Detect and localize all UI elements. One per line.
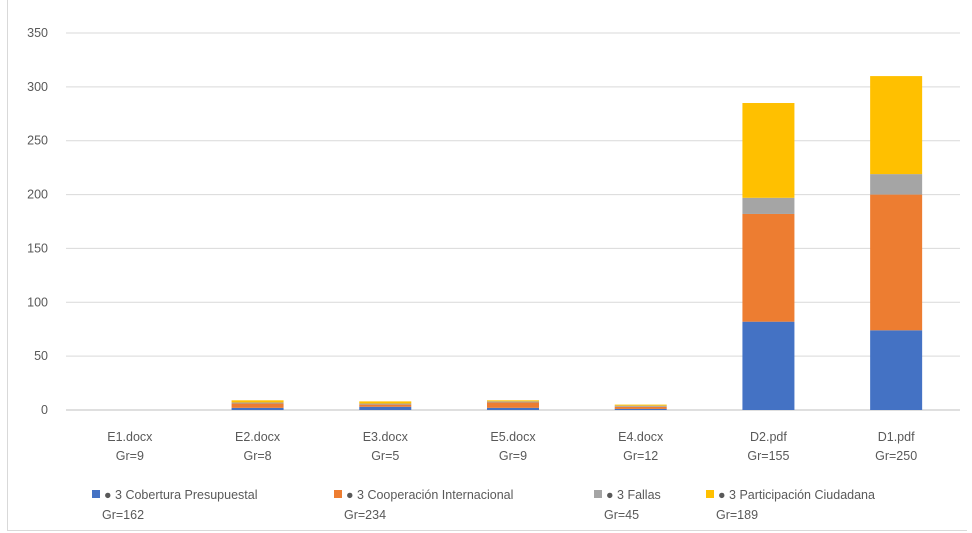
x-tick-sublabel: Gr=250	[875, 449, 917, 463]
legend-swatch-cooperacion	[334, 490, 342, 498]
legend-item-participacion: ● 3 Participación Ciudadana Gr=189	[706, 485, 875, 525]
y-tick-label: 350	[27, 26, 48, 40]
bar-segment	[870, 174, 923, 195]
bar-segment	[359, 401, 412, 404]
bar-segment	[614, 406, 667, 409]
bar-segment	[487, 401, 539, 403]
bar-segment	[487, 402, 539, 408]
x-tick-label: D1.pdf	[878, 430, 915, 444]
y-tick-label: 100	[27, 295, 48, 309]
y-tick-label: 0	[41, 403, 48, 417]
bars	[231, 76, 923, 410]
bar-segment	[614, 404, 667, 406]
x-tick-sublabel: Gr=5	[371, 449, 399, 463]
y-tick-label: 300	[27, 80, 48, 94]
x-tick-sublabel: Gr=8	[244, 449, 272, 463]
legend-label-cobertura: ● 3 Cobertura Presupuestal	[104, 488, 258, 502]
legend-swatch-fallas	[594, 490, 602, 498]
x-tick-label: D2.pdf	[750, 430, 787, 444]
legend-label-cooperacion: ● 3 Cooperación Internacional	[346, 488, 514, 502]
y-tick-label: 200	[27, 188, 48, 202]
bar-segment	[359, 404, 412, 407]
x-tick-sublabel: Gr=12	[623, 449, 658, 463]
x-tick-sublabel: Gr=9	[499, 449, 527, 463]
bar-segment	[487, 400, 539, 402]
legend-sub-participacion: Gr=189	[716, 508, 759, 522]
legend-label-participacion: ● 3 Participación Ciudadana	[718, 488, 875, 502]
bar-segment	[614, 408, 667, 410]
x-tick-label: E2.docx	[235, 430, 281, 444]
bar-segment	[870, 194, 923, 331]
bar-segment	[231, 400, 284, 403]
legend-sub-fallas: Gr=45	[604, 508, 640, 522]
y-tick-label: 150	[27, 241, 48, 255]
legend-sub-cooperacion: Gr=234	[344, 508, 387, 522]
bar-segment	[614, 405, 667, 407]
legend-item-cooperacion: ● 3 Cooperación Internacional Gr=234	[334, 485, 513, 525]
x-tick-label: E3.docx	[363, 430, 409, 444]
x-tick-label: E1.docx	[107, 430, 153, 444]
bar-segment	[870, 330, 923, 410]
bar-segment	[742, 197, 795, 214]
bar-segment	[742, 103, 795, 198]
legend-swatch-cobertura	[92, 490, 100, 498]
legend-item-cobertura: ● 3 Cobertura Presupuestal Gr=162	[92, 485, 257, 525]
bar-segment	[742, 213, 795, 322]
y-tick-label: 250	[27, 134, 48, 148]
stacked-bar-chart: 0 50 100 150 200 250 300 350 E1.docx Gr=9 E2.docx…	[27, 26, 960, 463]
legend-label-fallas: ● 3 Fallas	[606, 488, 661, 502]
chart-frame	[7, 0, 967, 531]
legend: ● 3 Cobertura Presupuestal Gr=162 ● 3 Co…	[0, 485, 972, 529]
bar-segment	[231, 402, 284, 404]
legend-item-fallas: ● 3 Fallas Gr=45	[594, 485, 661, 525]
legend-sub-cobertura: Gr=162	[102, 508, 145, 522]
x-tick-sublabel: Gr=9	[116, 449, 144, 463]
y-tick-label: 50	[34, 349, 48, 363]
x-tick-label: E5.docx	[490, 430, 536, 444]
bar-segment	[231, 407, 284, 410]
x-axis-tick-labels: E1.docx Gr=9 E2.docx Gr=8 E3.docx Gr=5 E5.docx…	[107, 430, 917, 463]
x-tick-sublabel: Gr=155	[747, 449, 789, 463]
bar-segment	[487, 407, 539, 410]
bar-segment	[231, 403, 284, 408]
bar-segment	[870, 76, 923, 175]
x-tick-label: E4.docx	[618, 430, 664, 444]
gridlines	[66, 32, 960, 411]
bar-segment	[359, 403, 412, 405]
bar-segment	[359, 406, 412, 410]
legend-swatch-participacion	[706, 490, 714, 498]
y-axis-tick-labels: 0 50 100 150 200 250 300 350	[27, 26, 48, 417]
bar-segment	[742, 321, 795, 410]
